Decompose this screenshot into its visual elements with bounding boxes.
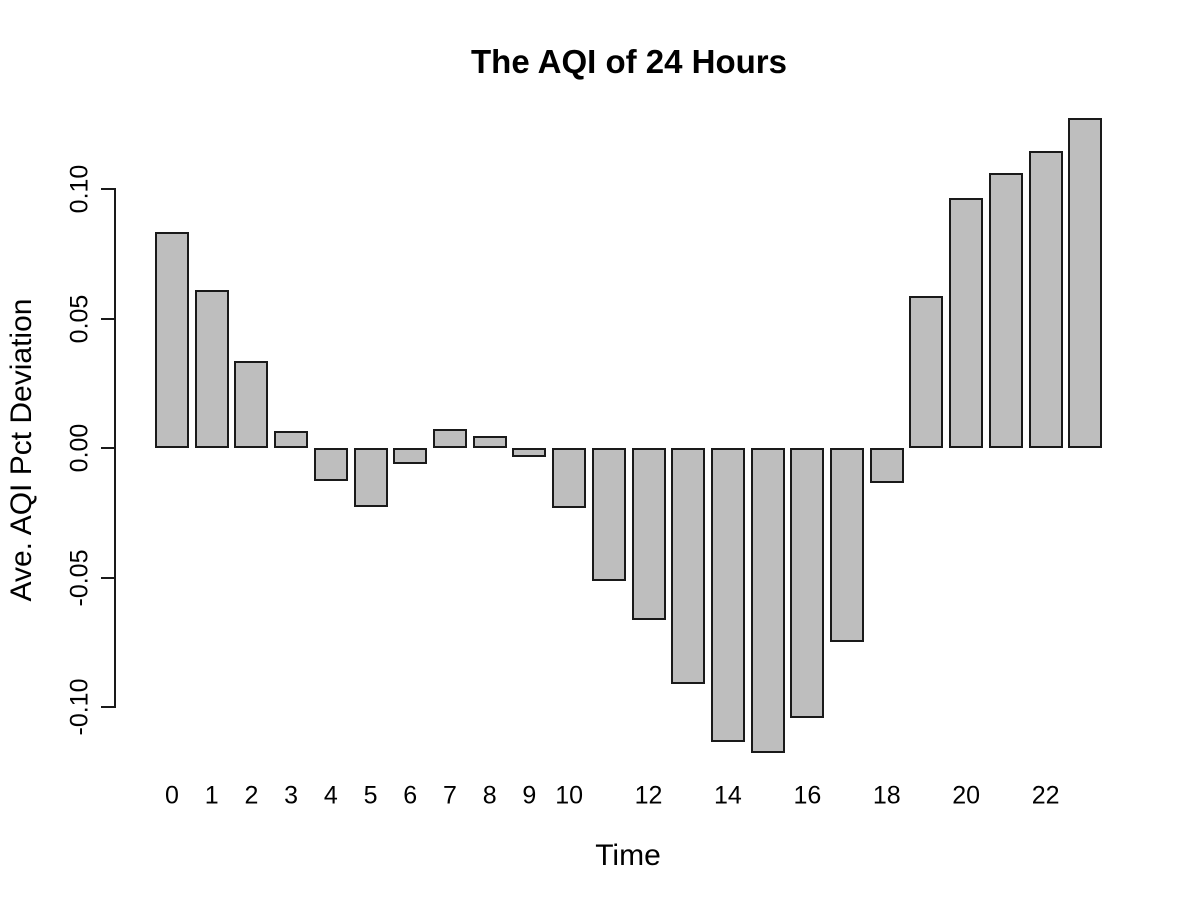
- x-tick-label: 4: [323, 781, 338, 810]
- y-tick-mark: [101, 706, 114, 708]
- bar-hour-1: [194, 290, 229, 448]
- bar-hour-8: [472, 436, 507, 448]
- y-tick-mark: [101, 447, 114, 449]
- x-tick-label: 0: [165, 781, 179, 810]
- y-tick-label: -0.05: [65, 549, 94, 606]
- bar-hour-23: [1068, 118, 1103, 448]
- y-tick-label: 0.00: [65, 423, 94, 473]
- bar-hour-9: [512, 448, 547, 458]
- bar-hour-22: [1028, 150, 1063, 448]
- bar-hour-4: [313, 448, 348, 481]
- bar-hour-6: [393, 448, 428, 465]
- bar-hour-14: [710, 448, 745, 743]
- chart-title: The AQI of 24 Hours: [471, 43, 787, 80]
- bar-hour-18: [869, 448, 904, 484]
- x-tick-label: 6: [403, 781, 418, 810]
- bar-hour-13: [671, 448, 706, 685]
- x-tick-label: 12: [634, 781, 663, 810]
- x-tick-label: 7: [443, 781, 457, 810]
- x-tick-label: 5: [363, 781, 378, 810]
- x-tick-label: 22: [1031, 781, 1060, 810]
- bar-hour-11: [591, 448, 626, 581]
- bar-hour-3: [274, 430, 309, 448]
- x-tick-label: 18: [872, 781, 901, 810]
- x-tick-label: 16: [793, 781, 822, 810]
- bar-hour-16: [790, 448, 825, 719]
- bar-hour-7: [432, 429, 467, 448]
- x-tick-label: 2: [244, 781, 259, 810]
- bar-hour-15: [750, 448, 785, 753]
- y-tick-mark: [101, 188, 114, 190]
- bar-hour-21: [988, 173, 1023, 448]
- x-tick-label: 3: [284, 781, 299, 810]
- bar-hour-20: [949, 197, 984, 448]
- x-tick-label: 1: [204, 781, 219, 810]
- x-tick-label: 20: [952, 781, 981, 810]
- y-tick-label: -0.10: [65, 678, 94, 736]
- x-tick-label: 8: [482, 781, 497, 810]
- x-tick-label: 9: [522, 781, 537, 810]
- bar-hour-19: [909, 295, 944, 448]
- x-axis-title: Time: [595, 839, 661, 872]
- bar-hour-12: [631, 448, 666, 620]
- y-axis-line: [114, 188, 116, 708]
- bar-hour-10: [552, 448, 587, 509]
- y-tick-mark: [101, 576, 114, 579]
- bar-hour-0: [155, 231, 189, 448]
- bar-hour-5: [353, 448, 388, 507]
- bar-hour-2: [234, 360, 269, 448]
- y-tick-label: 0.05: [65, 294, 94, 343]
- y-tick-mark: [101, 317, 114, 320]
- bar-hour-17: [830, 448, 865, 643]
- x-tick-label: 10: [555, 781, 583, 810]
- y-tick-label: 0.10: [65, 164, 94, 214]
- x-tick-label: 14: [714, 781, 742, 810]
